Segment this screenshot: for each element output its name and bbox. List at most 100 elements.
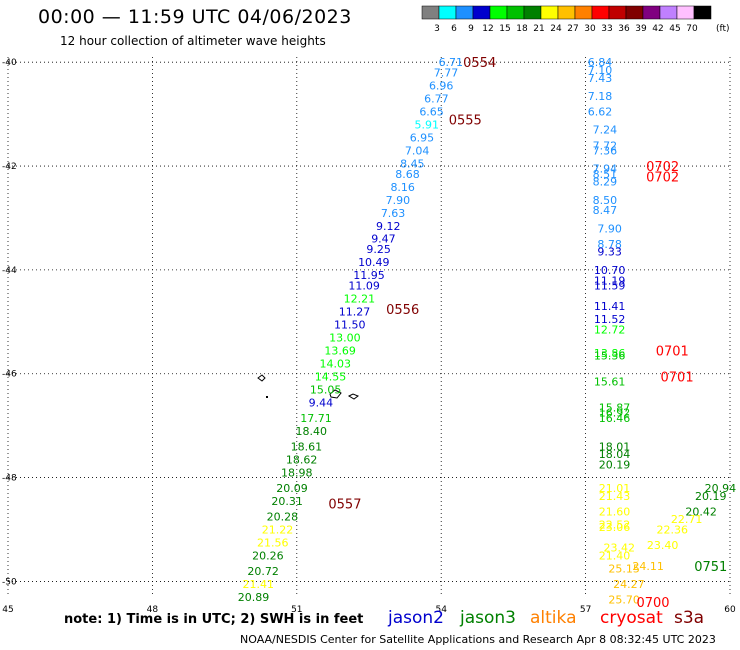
swh-value: 9.47: [371, 233, 396, 246]
pass-time-label: 0702: [646, 170, 679, 185]
legend-swatch: [574, 5, 593, 20]
legend-label: 30: [584, 24, 596, 34]
legend-label: 45: [669, 24, 680, 34]
y-tick-label: -44: [2, 266, 17, 276]
swh-value: 11.59: [594, 279, 626, 292]
swh-value: 20.94: [705, 482, 737, 495]
swh-value: 22.52: [599, 518, 631, 531]
swh-value: 11.52: [594, 313, 626, 326]
legend-label: 27: [567, 24, 578, 34]
swh-value: 13.00: [329, 331, 361, 344]
swh-value: 7.43: [588, 72, 613, 85]
swh-value: 11.19: [594, 274, 626, 287]
swh-value: 21.41: [243, 578, 275, 591]
swh-value: 22.36: [656, 524, 688, 537]
swh-value: 7.24: [593, 124, 618, 137]
swh-value: 9.25: [366, 243, 391, 256]
swh-value: 24.27: [613, 578, 645, 591]
swh-value: 15.87: [599, 401, 631, 414]
pass-time-label: 0557: [328, 498, 361, 513]
legend-swatch: [676, 5, 695, 20]
swh-value: 21.22: [262, 524, 294, 537]
legend-swatch: [659, 5, 678, 20]
swh-value: 14.03: [320, 357, 352, 370]
y-tick-label: -50: [2, 577, 17, 587]
swh-value: 20.28: [267, 511, 299, 524]
swh-value: 20.42: [685, 505, 717, 518]
pass-time-label: 0556: [386, 303, 419, 318]
swh-value: 7.36: [593, 144, 618, 157]
swh-value: 7.90: [386, 194, 411, 207]
axis-ticks: 45 48 51 54 57 60 -40 -42 -44 -46 -48 -50: [2, 58, 736, 615]
legend-swatch: [591, 5, 610, 20]
swh-value: 10.49: [358, 256, 390, 269]
swh-value: 9.44: [309, 396, 334, 409]
x-tick-label: 60: [724, 605, 736, 615]
pass-time-label: 0554: [463, 56, 496, 71]
swh-value: 7.72: [593, 139, 618, 152]
swh-value: 8.51: [593, 168, 618, 181]
swh-value: 18.40: [295, 425, 327, 438]
y-tick-label: -40: [2, 58, 17, 68]
swh-value: 23.42: [604, 542, 636, 555]
legend-swatch: [625, 5, 644, 20]
pass-time-label: 0751: [694, 560, 727, 575]
swh-value: 20.72: [247, 565, 279, 578]
swh-value: 6.95: [410, 131, 435, 144]
swh-value: 13.86: [594, 347, 626, 360]
chart-title: 00:00 — 11:59 UTC 04/06/2023: [38, 6, 352, 28]
swh-value: 23.06: [599, 521, 631, 534]
swh-value: 11.27: [339, 305, 371, 318]
pass-time-label: 0701: [661, 370, 694, 385]
legend-label: 9: [468, 24, 474, 34]
swh-value: 15.61: [594, 376, 626, 389]
swh-value: 21.60: [599, 505, 631, 518]
swh-value: 8.47: [593, 204, 618, 217]
sat-jason2: jason2: [388, 608, 444, 628]
swh-value: 6.77: [424, 93, 449, 106]
swh-value: 6.65: [419, 106, 444, 119]
swh-value: 20.19: [695, 490, 727, 503]
swh-value: 8.16: [390, 181, 415, 194]
legend-label: 39: [635, 24, 647, 34]
legend-label: 21: [533, 24, 544, 34]
swh-value: 13.69: [324, 344, 356, 357]
swh-value: 21.40: [599, 549, 631, 562]
swh-value: 5.91: [415, 119, 440, 132]
color-legend: 3 6 9 12 15 18 21 24 27 30 33 36 39 42 45 70 (ft): [421, 5, 730, 34]
island-outlines: [257, 374, 360, 400]
swh-value: 20.31: [271, 495, 303, 508]
swh-value: 15.05: [310, 383, 342, 396]
swh-value: 7.04: [405, 144, 430, 157]
swh-value: 7.94: [593, 163, 618, 176]
swh-value: 18.62: [286, 453, 318, 466]
pass-time-label: 0701: [656, 344, 689, 359]
swh-value: 8.68: [395, 168, 420, 181]
footer-credit: NOAA/NESDIS Center for Satellite Applica…: [240, 633, 716, 646]
swh-value: 21.56: [257, 536, 289, 549]
swh-values: 6.717.776.966.776.655.916.957.048.458.68…: [238, 56, 736, 606]
swh-value: 20.19: [599, 459, 631, 472]
legend-swatch: [523, 5, 542, 20]
pass-time-label: 0702: [646, 160, 679, 175]
x-tick-label: 51: [291, 605, 302, 615]
legend-swatch: [421, 5, 440, 20]
swh-value: 9.12: [376, 220, 401, 233]
legend-swatch: [642, 5, 661, 20]
legend-swatch: [506, 5, 525, 20]
y-tick-label: -46: [2, 370, 17, 380]
legend-label: 6: [451, 24, 457, 34]
grid-lines: [7, 57, 731, 597]
pass-time-label: 0555: [449, 113, 482, 128]
x-tick-label: 48: [147, 605, 159, 615]
swh-value: 18.61: [291, 440, 323, 453]
sat-altika: altika: [530, 608, 577, 628]
legend-label: 12: [482, 24, 493, 34]
swh-value: 14.55: [315, 370, 347, 383]
legend-swatch: [693, 5, 712, 20]
swh-value: 10.70: [594, 264, 626, 277]
sat-jason3: jason3: [460, 608, 516, 628]
swh-value: 18.04: [599, 448, 631, 461]
swh-value: 22.71: [671, 513, 703, 526]
swh-value: 11.09: [348, 279, 380, 292]
